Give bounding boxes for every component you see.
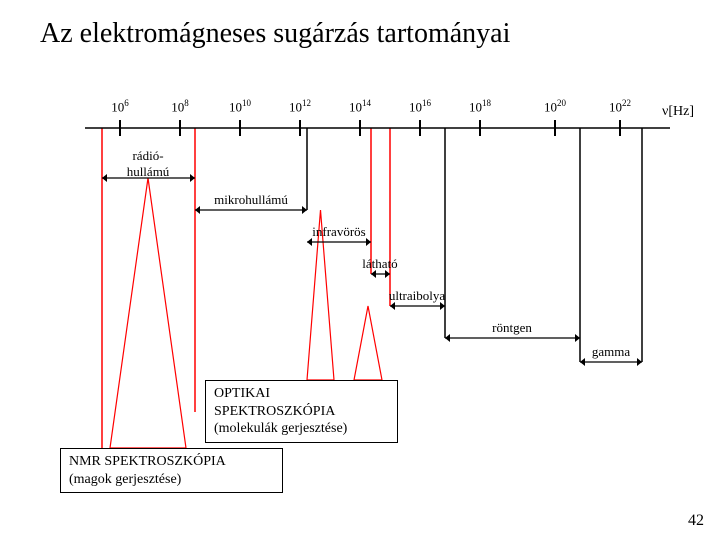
callout-optical-title: OPTIKAI (214, 385, 389, 403)
region-label-xray: röntgen (492, 320, 532, 336)
axis-tick-label: 1018 (469, 98, 491, 115)
callout-optical-sub: SPEKTROSZKÓPIA (214, 403, 389, 421)
callout-nmr-spectroscopy: NMR SPEKTROSZKÓPIA (magok gerjesztése) (60, 448, 283, 493)
page-title: Az elektromágneses sugárzás tartományai (40, 18, 510, 50)
callout-nmr-note: (magok gerjesztése) (69, 471, 274, 489)
axis-tick-label: 1012 (289, 98, 311, 115)
callout-nmr-title: NMR SPEKTROSZKÓPIA (69, 453, 274, 471)
callout-optical-note: (molekulák gerjesztése) (214, 420, 389, 438)
region-label-microwave: mikrohullámú (214, 192, 288, 208)
axis-tick-label: 1010 (229, 98, 251, 115)
axis-tick-label: 1020 (544, 98, 566, 115)
axis-tick-label: 1022 (609, 98, 631, 115)
axis-unit-label: ν[Hz] (662, 104, 694, 120)
region-label-gamma: gamma (592, 344, 630, 360)
region-label-infrared: infravörös (312, 224, 365, 240)
region-label-ultraviolet: ultraibolya (389, 288, 445, 304)
axis-tick-label: 1016 (409, 98, 431, 115)
region-label-visible: látható (362, 256, 397, 272)
axis-tick-label: 106 (111, 98, 129, 115)
axis-tick-label: 1014 (349, 98, 371, 115)
callout-optical-spectroscopy: OPTIKAI SPEKTROSZKÓPIA (molekulák gerjes… (205, 380, 398, 443)
region-label-radio: rádió-hullámú (127, 148, 170, 180)
page-number: 42 (688, 512, 704, 530)
axis-tick-label: 108 (171, 98, 189, 115)
